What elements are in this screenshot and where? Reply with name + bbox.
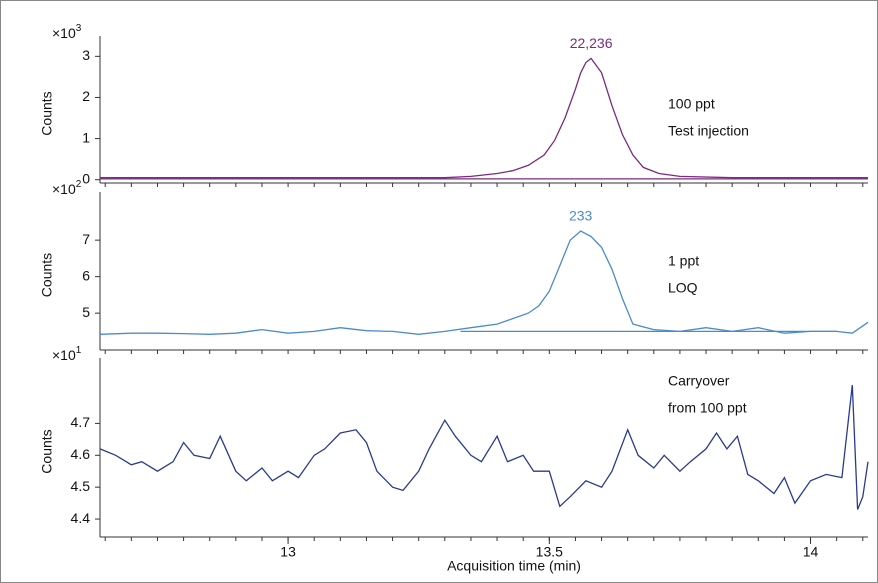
annotation: 1 ppt: [668, 253, 699, 269]
x-axis-title: Acquisition time (min): [447, 558, 581, 574]
y-multiplier: ×101: [52, 345, 82, 363]
y-tick-label: 4.6: [71, 446, 91, 462]
annotation: Test injection: [668, 123, 749, 139]
line-series: [99, 230, 869, 335]
line-series: [99, 385, 869, 510]
annotation: 100 ppt: [668, 96, 715, 112]
peak-label: 233: [569, 208, 593, 224]
multiplier-exponent: 3: [76, 23, 82, 34]
y-tick-label: 5: [82, 304, 90, 320]
y-tick-label: 4.7: [71, 414, 91, 430]
y-tick-label: 0: [82, 170, 90, 186]
y-tick-label: 6: [82, 267, 90, 283]
x-tick-label: 13.5: [536, 544, 563, 560]
line-series: [100, 57, 868, 179]
peak-label: 22,236: [570, 35, 613, 51]
annotation: Carryover: [668, 373, 730, 389]
multiplier-base: ×10: [52, 181, 76, 197]
multiplier-base: ×10: [52, 347, 76, 363]
x-tick-label: 14: [803, 544, 819, 560]
annotation: LOQ: [668, 280, 698, 296]
multiplier-exponent: 1: [76, 345, 82, 356]
y-tick-label: 4.5: [71, 478, 91, 494]
multiplier-exponent: 2: [76, 179, 82, 190]
multiplier-base: ×10: [52, 25, 76, 41]
x-tick-label: 13: [280, 544, 296, 560]
y-multiplier: ×102: [52, 179, 82, 197]
y-tick-label: 1: [82, 129, 90, 145]
y-tick-label: 2: [82, 88, 90, 104]
y-axis-title: Counts: [39, 91, 55, 135]
y-multiplier: ×103: [52, 23, 82, 41]
y-axis-title: Counts: [39, 429, 55, 473]
annotation: from 100 ppt: [668, 400, 747, 416]
y-tick-label: 7: [82, 231, 90, 247]
y-tick-label: 4.4: [71, 510, 91, 526]
y-tick-label: 3: [82, 47, 90, 63]
y-axis-title: Counts: [39, 253, 55, 297]
